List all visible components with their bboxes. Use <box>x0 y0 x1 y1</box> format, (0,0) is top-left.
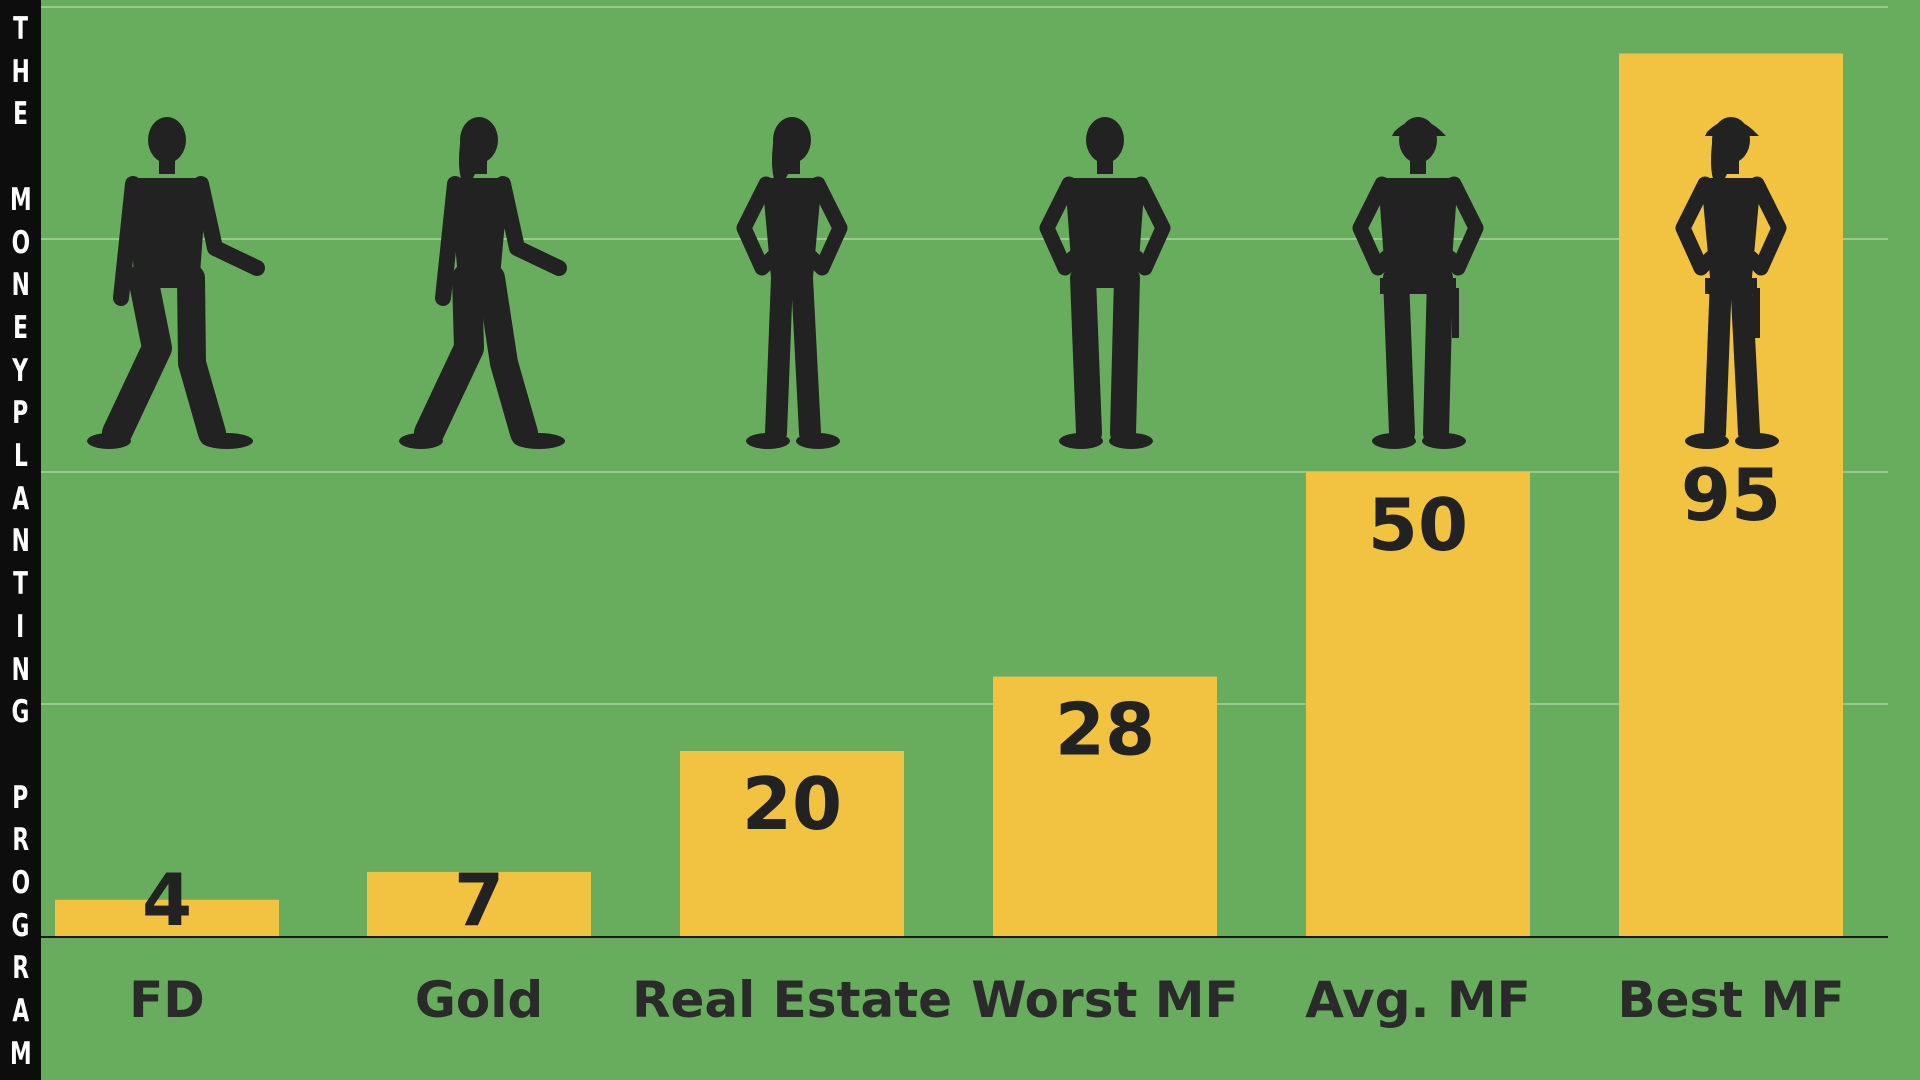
bar-fd <box>55 899 279 937</box>
sidebar-letter: A <box>12 993 29 1030</box>
sidebar-letter: G <box>11 694 30 731</box>
sidebar-letter: O <box>11 865 30 902</box>
sidebar-letter: P <box>12 779 29 816</box>
sidebar-letter: E <box>13 309 28 346</box>
sidebar-letter: N <box>11 267 30 304</box>
sidebar-space <box>17 740 25 771</box>
sidebar-letter: O <box>11 224 30 261</box>
walking-man-icon <box>87 117 265 449</box>
category-label: Best MF <box>1617 971 1844 1029</box>
sidebar-letter: M <box>9 1035 32 1072</box>
standing-man-icon <box>1039 117 1171 449</box>
sidebar-letter: Y <box>12 352 29 389</box>
sidebar-letter: H <box>11 53 30 90</box>
sidebar-letter: I <box>16 608 25 645</box>
sidebar-letter: N <box>11 523 30 560</box>
value-label: 95 <box>1681 453 1781 537</box>
standing-woman-icon <box>736 117 848 449</box>
walking-woman-icon <box>399 117 567 449</box>
category-label: Gold <box>415 971 543 1029</box>
category-labels: FD Gold Real Estate Worst MF Avg. MF Best MF <box>129 971 1844 1029</box>
value-label: 20 <box>742 762 842 846</box>
sidebar-letter: L <box>13 438 28 475</box>
bar-worst-mf <box>993 676 1217 937</box>
category-label: Worst MF <box>971 971 1238 1029</box>
worker-man-icon <box>1352 117 1484 449</box>
bar-avg-mf <box>1306 472 1530 937</box>
sidebar-letter: R <box>12 950 29 987</box>
value-label: 50 <box>1368 483 1468 567</box>
sidebar-letter: T <box>13 566 28 603</box>
bar-real-estate <box>680 751 904 937</box>
sidebar-letter: E <box>13 96 28 133</box>
sidebar-letter: M <box>9 181 32 218</box>
category-label: FD <box>129 971 205 1029</box>
value-labels: 4 7 20 28 50 95 <box>142 453 1781 942</box>
sidebar-letter: T <box>13 11 28 47</box>
sidebar-letter: G <box>11 907 30 944</box>
value-label: 28 <box>1055 688 1155 772</box>
category-label: Real Estate <box>632 971 952 1029</box>
sidebar-letter: R <box>12 822 29 859</box>
bar-gold <box>367 871 591 937</box>
sidebar-letter: N <box>11 651 30 688</box>
value-label: 7 <box>454 858 504 942</box>
worker-woman-icon <box>1675 117 1787 449</box>
gridlines <box>41 6 1888 705</box>
sidebar-letter: P <box>12 395 29 432</box>
sidebar-letter: A <box>12 480 29 517</box>
sidebar-space <box>17 142 25 173</box>
bars <box>55 53 1843 937</box>
value-label: 4 <box>142 858 192 942</box>
silhouettes <box>87 117 1787 449</box>
category-label: Avg. MF <box>1305 971 1531 1029</box>
